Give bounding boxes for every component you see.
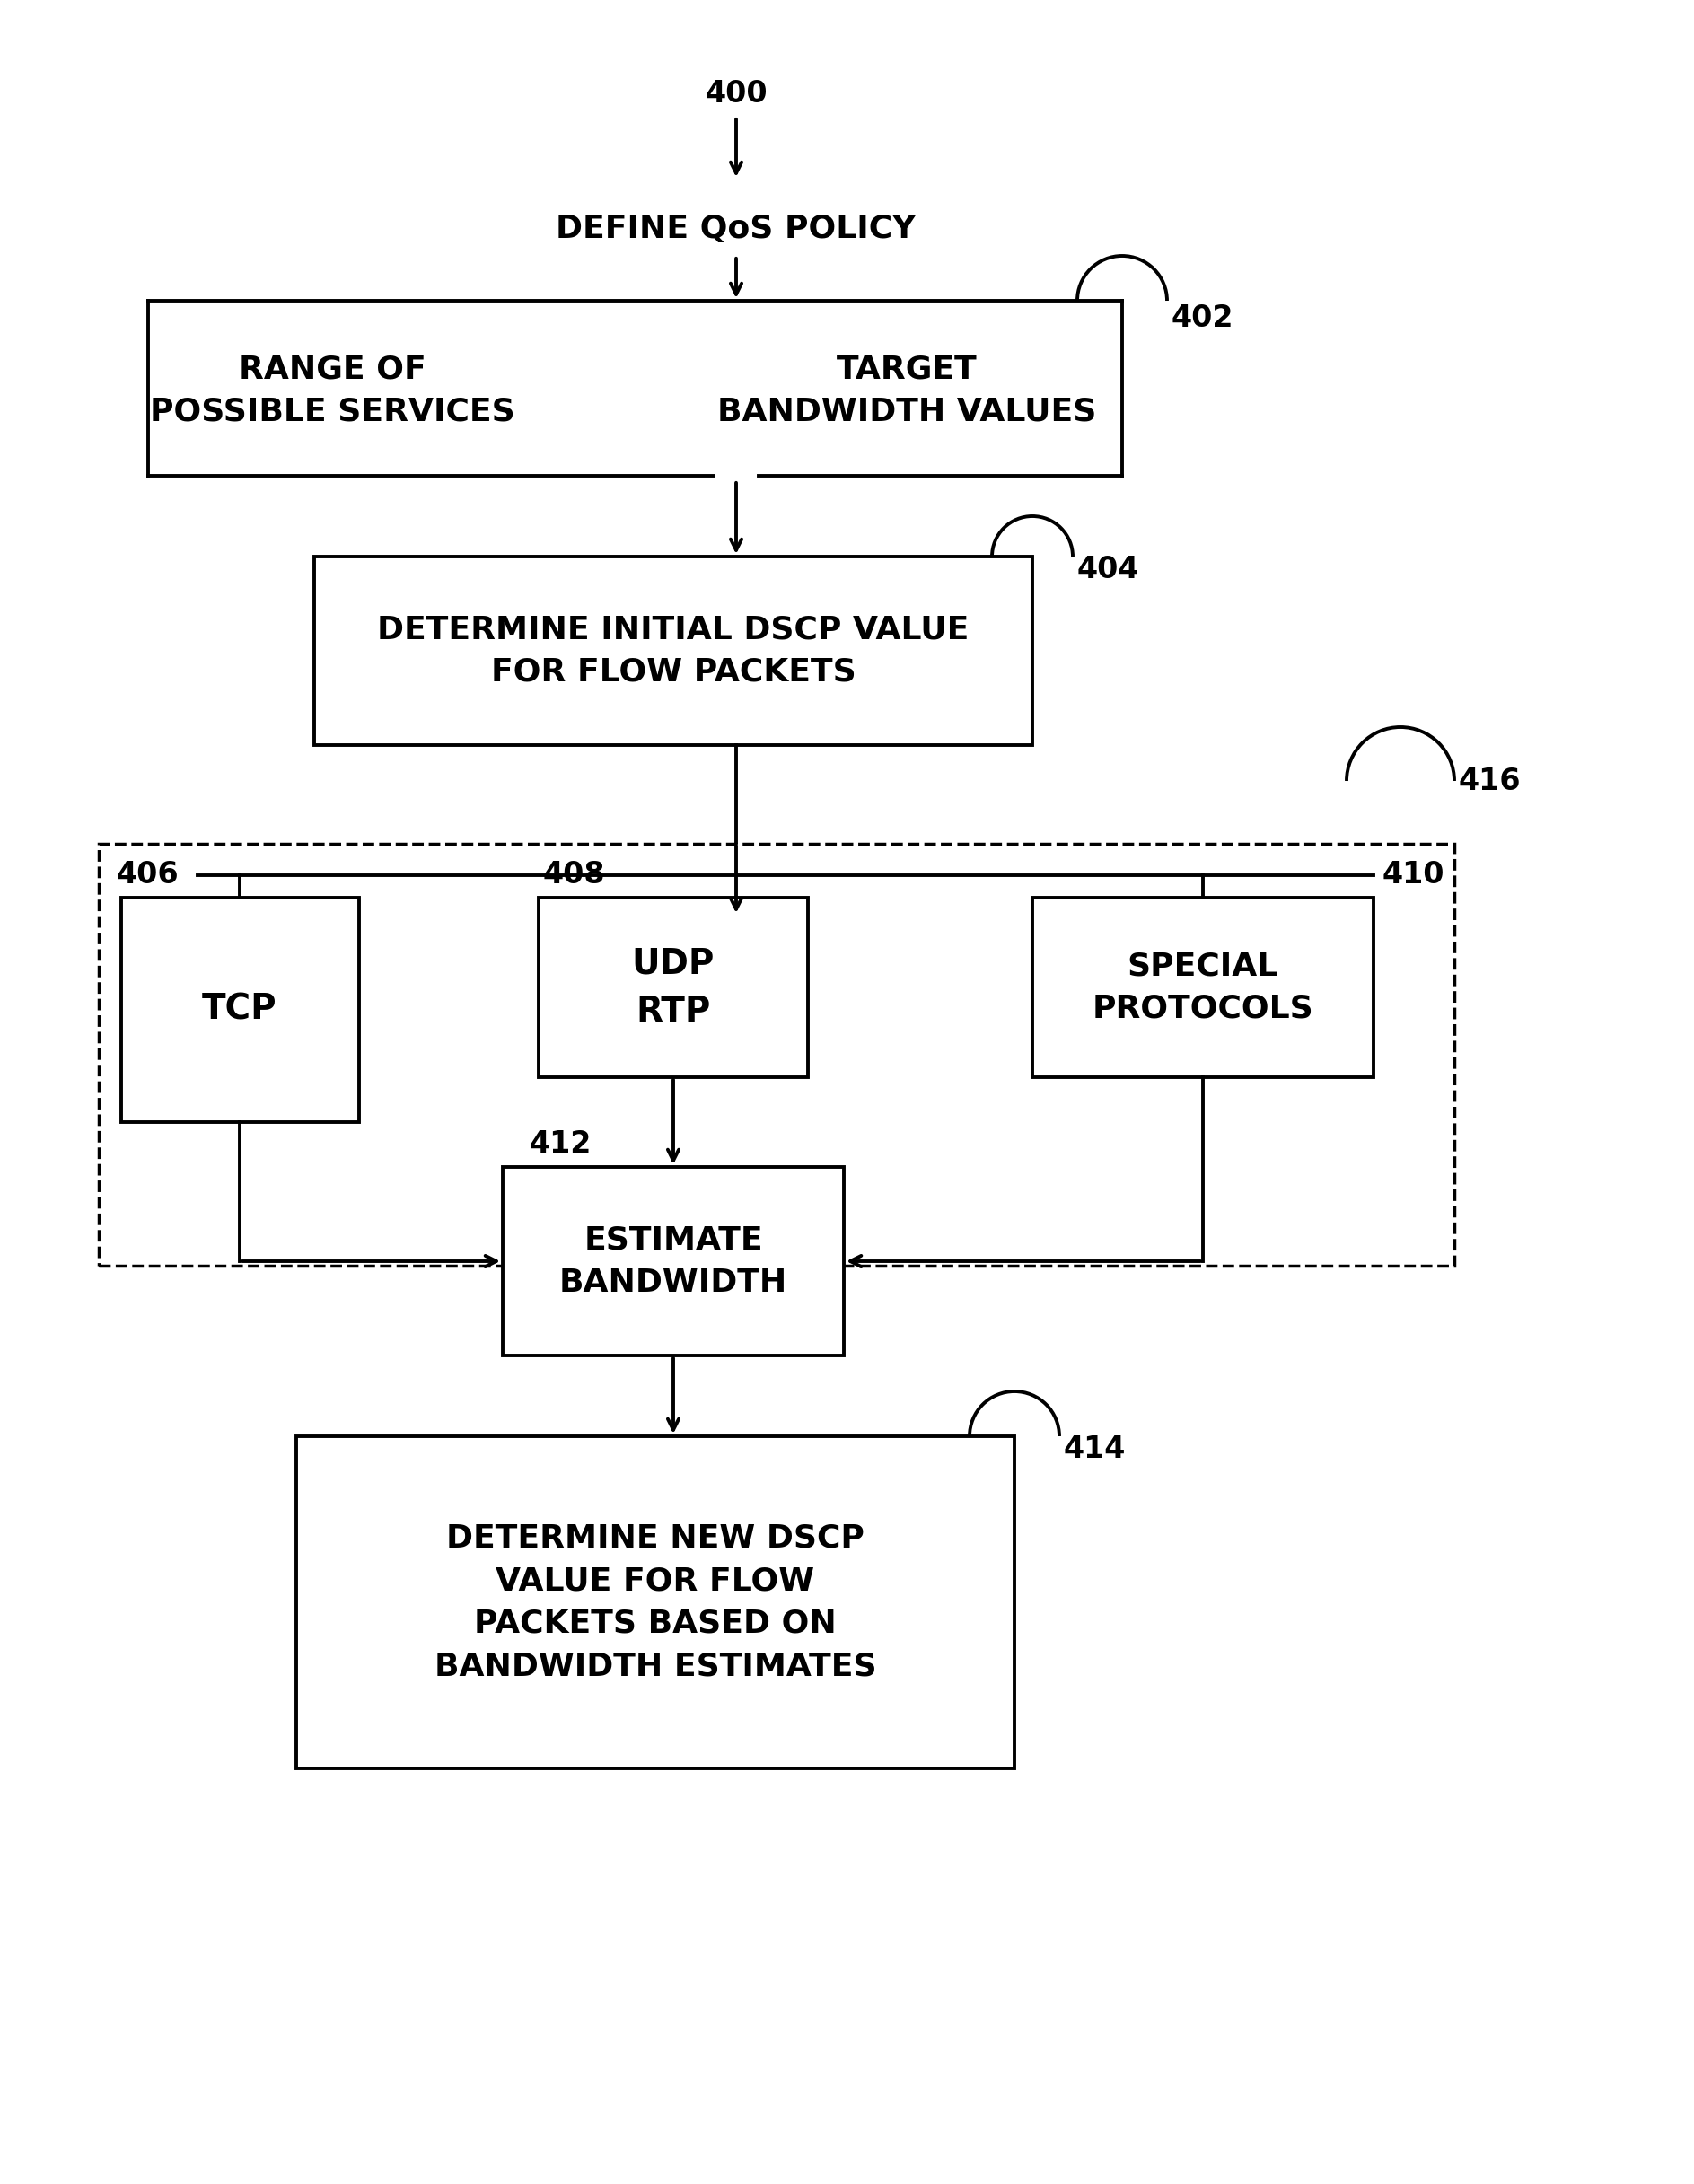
Text: DEFINE QoS POLICY: DEFINE QoS POLICY [556,214,916,245]
Text: ESTIMATE
BANDWIDTH: ESTIMATE BANDWIDTH [559,1225,788,1297]
Text: 416: 416 [1459,767,1521,795]
FancyBboxPatch shape [98,843,1455,1267]
FancyBboxPatch shape [122,898,359,1123]
Text: DETERMINE INITIAL DSCP VALUE
FOR FLOW PACKETS: DETERMINE INITIAL DSCP VALUE FOR FLOW PA… [378,614,969,688]
Text: 406: 406 [117,860,180,891]
FancyBboxPatch shape [539,898,808,1077]
Text: 404: 404 [1077,555,1140,585]
Text: SPECIAL
PROTOCOLS: SPECIAL PROTOCOLS [1093,950,1315,1024]
Text: 414: 414 [1064,1435,1127,1465]
FancyBboxPatch shape [503,1166,844,1356]
FancyBboxPatch shape [296,1437,1015,1769]
Text: 400: 400 [705,79,767,109]
Text: 410: 410 [1382,860,1445,891]
Text: TARGET
BANDWIDTH VALUES: TARGET BANDWIDTH VALUES [717,354,1096,428]
Text: TCP: TCP [202,994,278,1026]
Text: DETERMINE NEW DSCP
VALUE FOR FLOW
PACKETS BASED ON
BANDWIDTH ESTIMATES: DETERMINE NEW DSCP VALUE FOR FLOW PACKET… [434,1522,876,1682]
Text: 402: 402 [1172,304,1233,334]
Text: RANGE OF
POSSIBLE SERVICES: RANGE OF POSSIBLE SERVICES [149,354,515,428]
FancyBboxPatch shape [313,557,1032,745]
FancyBboxPatch shape [1032,898,1374,1077]
Text: UDP
RTP: UDP RTP [632,946,715,1029]
Text: 412: 412 [530,1129,591,1160]
Text: 408: 408 [544,860,606,891]
